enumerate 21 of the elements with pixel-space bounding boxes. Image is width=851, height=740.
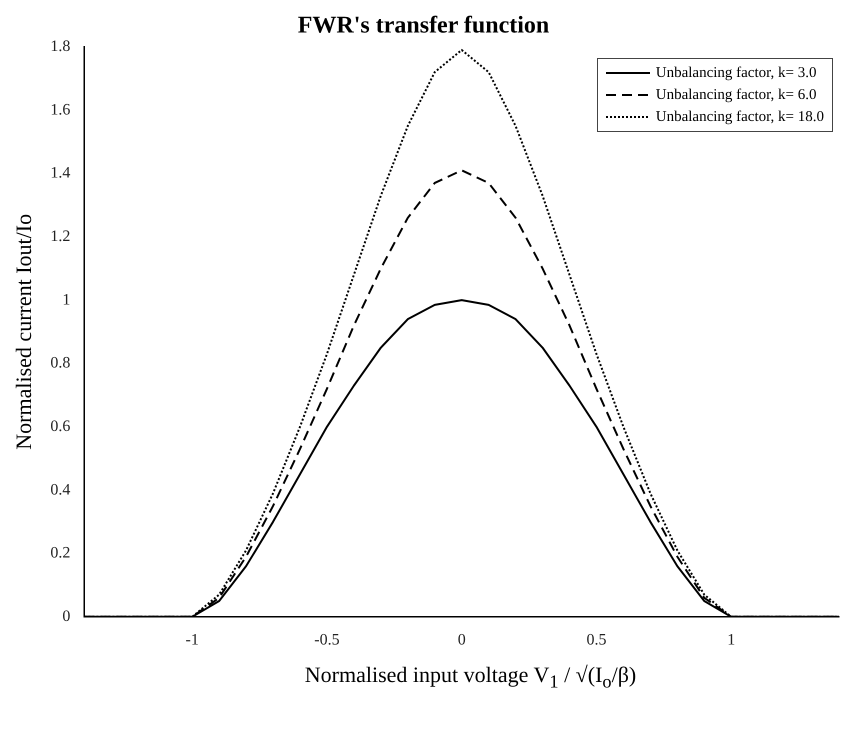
legend-label: Unbalancing factor, k= 18.0 xyxy=(656,108,824,127)
x-tick-label: 1 xyxy=(727,632,736,649)
x-tick-label: -0.5 xyxy=(314,632,340,649)
y-tick-label: 0.4 xyxy=(50,481,70,498)
y-tick-label: 0.6 xyxy=(50,418,70,436)
y-tick-label: 1 xyxy=(62,291,70,308)
y-tick-label: 0 xyxy=(62,608,70,626)
y-tick-label: 1.8 xyxy=(50,38,70,56)
y-tick-label: 0.2 xyxy=(50,544,70,562)
y-tick-label: 1.4 xyxy=(50,164,70,182)
x-tick-label: -1 xyxy=(186,632,199,649)
y-axis-title: Normalised current Iout/Io xyxy=(10,214,36,450)
legend-label: Unbalancing factor, k= 6.0 xyxy=(656,86,816,105)
x-tick-label: 0.5 xyxy=(586,632,606,649)
y-tick-label: 0.8 xyxy=(50,354,70,372)
y-tick-label: 1.2 xyxy=(50,228,70,246)
chart-title: FWR's transfer function xyxy=(298,12,550,39)
x-axis-title: Normalised input voltage V$_{1}$ / √(I$_{o}$/β) xyxy=(304,662,638,692)
x-tick-label: 0 xyxy=(458,632,466,649)
y-tick-label: 1.6 xyxy=(50,101,70,118)
legend-label: Unbalancing factor, k= 3.0 xyxy=(656,64,816,83)
